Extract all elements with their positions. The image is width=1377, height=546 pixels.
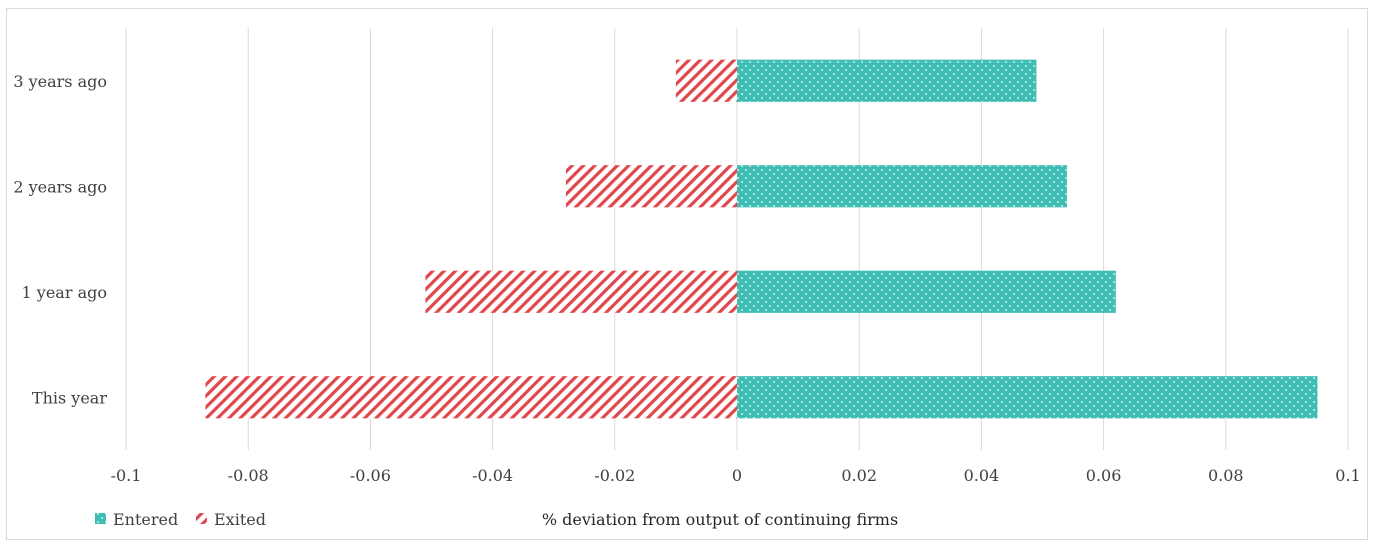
bars <box>205 59 1318 419</box>
category-label: This year <box>32 388 107 407</box>
x-tick-labels: -0.1 -0.08 -0.06 -0.04 -0.02 0 0.02 0.04 0.06 0.0… <box>111 466 1361 485</box>
legend-swatch-entered <box>95 513 106 524</box>
bar-entered <box>737 59 1037 102</box>
bar-entered <box>737 165 1067 208</box>
x-tick-label: -0.02 <box>594 466 635 485</box>
x-axis-title: % deviation from output of continuing fi… <box>542 510 898 529</box>
legend-label-exited: Exited <box>214 510 266 529</box>
bar-exited <box>425 270 737 313</box>
legend: Entered Exited <box>95 510 266 529</box>
x-tick-label: 0.04 <box>964 466 1000 485</box>
legend-swatch-exited <box>196 513 207 524</box>
category-label: 1 year ago <box>22 283 107 302</box>
legend-label-entered: Entered <box>113 510 178 529</box>
x-tick-label: -0.1 <box>111 466 142 485</box>
x-tick-label: -0.08 <box>228 466 269 485</box>
category-label: 3 years ago <box>13 72 107 91</box>
x-tick-label: -0.06 <box>350 466 391 485</box>
bar-exited <box>565 165 737 208</box>
x-tick-label: 0.08 <box>1208 466 1244 485</box>
x-tick-label: 0 <box>732 466 742 485</box>
x-tick-label: 0.06 <box>1086 466 1122 485</box>
category-label: 2 years ago <box>13 177 107 196</box>
x-tick-label: -0.04 <box>472 466 513 485</box>
bar-exited <box>675 59 737 102</box>
bar-entered <box>737 376 1318 419</box>
x-tick-label: 0.02 <box>841 466 877 485</box>
bar-exited <box>205 376 737 419</box>
x-tick-label: 0.1 <box>1335 466 1360 485</box>
bar-entered <box>737 270 1116 313</box>
category-labels: 3 years ago 2 years ago 1 year ago This yea… <box>13 72 107 408</box>
